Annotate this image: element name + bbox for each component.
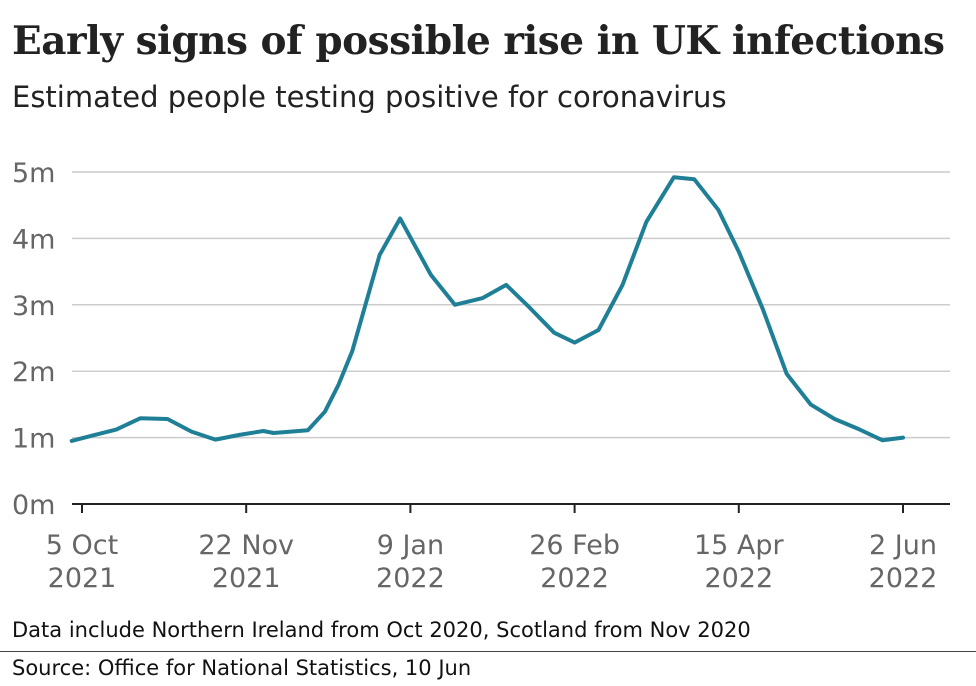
y-tick-label: 3m <box>12 291 55 322</box>
x-tick-label-year: 2021 <box>212 563 281 594</box>
x-tick-label-year: 2022 <box>869 563 938 594</box>
y-tick-label: 2m <box>12 357 55 388</box>
y-tick-label: 4m <box>12 224 55 255</box>
chart-subtitle: Estimated people testing positive for co… <box>12 80 727 114</box>
x-tick-label: 5 Oct <box>46 530 118 561</box>
source-text: Source: Office for National Statistics, … <box>12 656 472 680</box>
y-tick-label: 5m <box>12 158 55 189</box>
x-tick-label-year: 2021 <box>48 563 117 594</box>
data-note: Data include Northern Ireland from Oct 2… <box>12 618 751 642</box>
x-tick-label-year: 2022 <box>540 563 609 594</box>
source-divider <box>0 651 976 652</box>
chart-title: Early signs of possible rise in UK infec… <box>12 18 945 64</box>
x-tick-label: 26 Feb <box>529 530 620 561</box>
x-tick-label: 22 Nov <box>198 530 294 561</box>
series-line <box>69 175 905 443</box>
x-tick-label: 2 Jun <box>869 530 937 561</box>
x-tick-label-year: 2022 <box>704 563 773 594</box>
y-tick-label: 1m <box>12 424 55 455</box>
x-tick-label: 9 Jan <box>377 530 444 561</box>
x-tick-label: 15 Apr <box>694 530 785 561</box>
x-tick-label-year: 2022 <box>376 563 445 594</box>
y-tick-label: 0m <box>12 490 55 521</box>
